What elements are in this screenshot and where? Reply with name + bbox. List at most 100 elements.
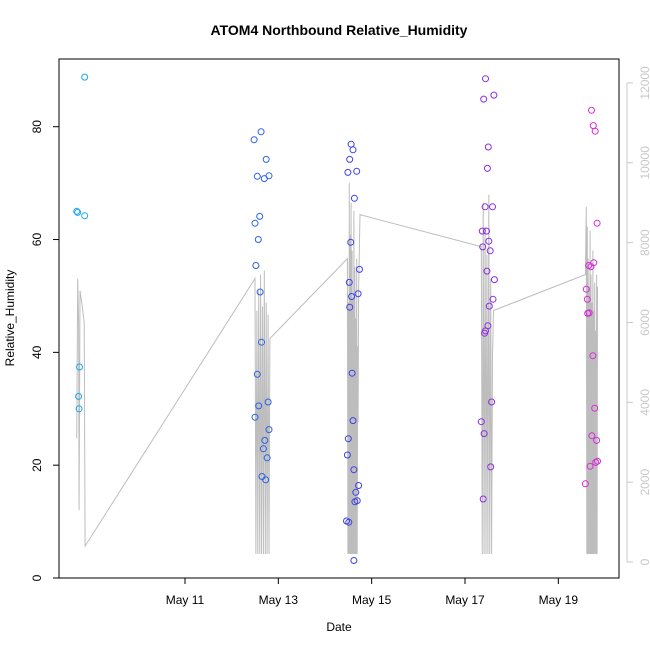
data-point: [261, 436, 269, 444]
data-point: [75, 405, 83, 413]
data-point: [589, 122, 597, 130]
data-point: [480, 430, 488, 438]
data-point: [356, 265, 363, 273]
data-point: [353, 497, 361, 505]
data-point: [259, 445, 267, 453]
data-point: [489, 295, 497, 303]
data-point: [353, 167, 361, 175]
data-point: [344, 435, 352, 443]
y-tick-label: 80: [30, 120, 44, 134]
secondary-trace: [76, 182, 598, 555]
data-point: [348, 293, 356, 300]
data-point: [594, 457, 601, 465]
y-tick-label: 60: [30, 233, 44, 247]
data-point: [477, 418, 485, 426]
data-point: [251, 413, 259, 421]
x-axis-label: Date: [326, 620, 352, 634]
x-tick-label: May 11: [166, 593, 205, 607]
right-tick-label: 12000: [638, 66, 650, 100]
y-axis: 0 20 40 60 80: [30, 120, 60, 581]
data-point: [265, 172, 273, 180]
right-tick-label: 6000: [638, 309, 650, 336]
y-tick-label: 20: [30, 458, 44, 472]
data-point: [483, 267, 491, 275]
data-point: [348, 369, 356, 377]
x-tick-label: May 19: [539, 593, 579, 607]
data-point: [74, 208, 82, 216]
data-point: [345, 518, 353, 526]
data-point: [350, 194, 358, 202]
data-point: [354, 290, 362, 298]
data-point: [586, 462, 594, 470]
data-point: [350, 466, 358, 474]
data-point: [481, 203, 489, 211]
data-point: [485, 302, 493, 310]
secondary-trace-line: [76, 182, 598, 555]
right-tick-label: 8000: [638, 229, 650, 256]
y-tick-label: 0: [30, 574, 44, 581]
data-point: [588, 432, 596, 440]
data-point: [346, 155, 354, 163]
data-point: [349, 146, 357, 154]
data-point: [583, 295, 591, 303]
data-point: [253, 172, 261, 180]
y-axis-label: Relative_Humidity: [3, 270, 17, 367]
data-point: [254, 236, 262, 243]
data-point: [262, 476, 270, 484]
data-point: [264, 398, 272, 406]
data-point: [487, 463, 495, 471]
y-tick-label: 40: [30, 345, 44, 359]
x-tick-label: May 17: [445, 593, 485, 607]
data-point: [482, 75, 489, 83]
right-tick-label: 2000: [638, 469, 650, 496]
plot-frame: [58, 58, 620, 579]
data-point: [585, 309, 593, 317]
x-tick-label: May 15: [352, 593, 392, 607]
data-point: [257, 128, 265, 136]
data-point: [590, 259, 598, 267]
data-point: [485, 237, 493, 245]
data-point: [480, 95, 488, 103]
data-point: [490, 91, 498, 99]
data-point: [483, 164, 491, 172]
data-point: [593, 219, 601, 227]
right-tick-label: 4000: [638, 389, 650, 416]
data-point: [343, 451, 351, 459]
data-point: [479, 243, 487, 251]
data-point: [345, 278, 353, 286]
right-tick-label: 0: [638, 558, 650, 565]
data-point: [490, 276, 498, 284]
x-axis: May 11 May 13 May 15 May 17 May 19: [166, 577, 579, 607]
data-point: [581, 480, 589, 488]
data-point: [346, 303, 354, 311]
data-point: [489, 203, 496, 211]
right-tick-label: 10000: [638, 146, 650, 180]
chart-title: ATOM4 Northbound Relative_Humidity: [211, 22, 468, 38]
data-point: [258, 338, 265, 346]
data-point: [344, 168, 352, 176]
data-point: [250, 136, 258, 144]
data-point: [352, 488, 360, 496]
x-tick-label: May 13: [259, 593, 299, 607]
data-point: [589, 352, 597, 360]
data-point: [252, 262, 260, 269]
data-point: [484, 322, 492, 330]
data-point: [591, 404, 599, 412]
data-point: [592, 458, 600, 466]
data-point: [483, 227, 490, 235]
data-point: [486, 247, 494, 255]
data-point: [256, 212, 264, 220]
data-point: [478, 227, 486, 235]
data-point: [81, 73, 89, 81]
data-point: [253, 370, 261, 378]
data-point: [588, 106, 595, 114]
data-point: [593, 436, 601, 444]
data-point: [591, 127, 599, 135]
data-point: [350, 557, 358, 564]
right-axis: 0 2000 4000 6000 8000 10000 12000: [626, 66, 650, 565]
data-point: [582, 285, 590, 293]
data-point: [262, 155, 270, 163]
data-point: [73, 207, 81, 215]
data-point: [75, 392, 83, 400]
